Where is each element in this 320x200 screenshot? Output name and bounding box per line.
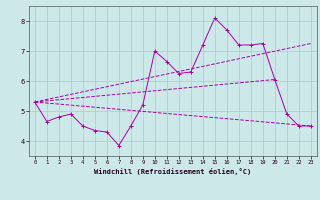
X-axis label: Windchill (Refroidissement éolien,°C): Windchill (Refroidissement éolien,°C) (94, 168, 252, 175)
